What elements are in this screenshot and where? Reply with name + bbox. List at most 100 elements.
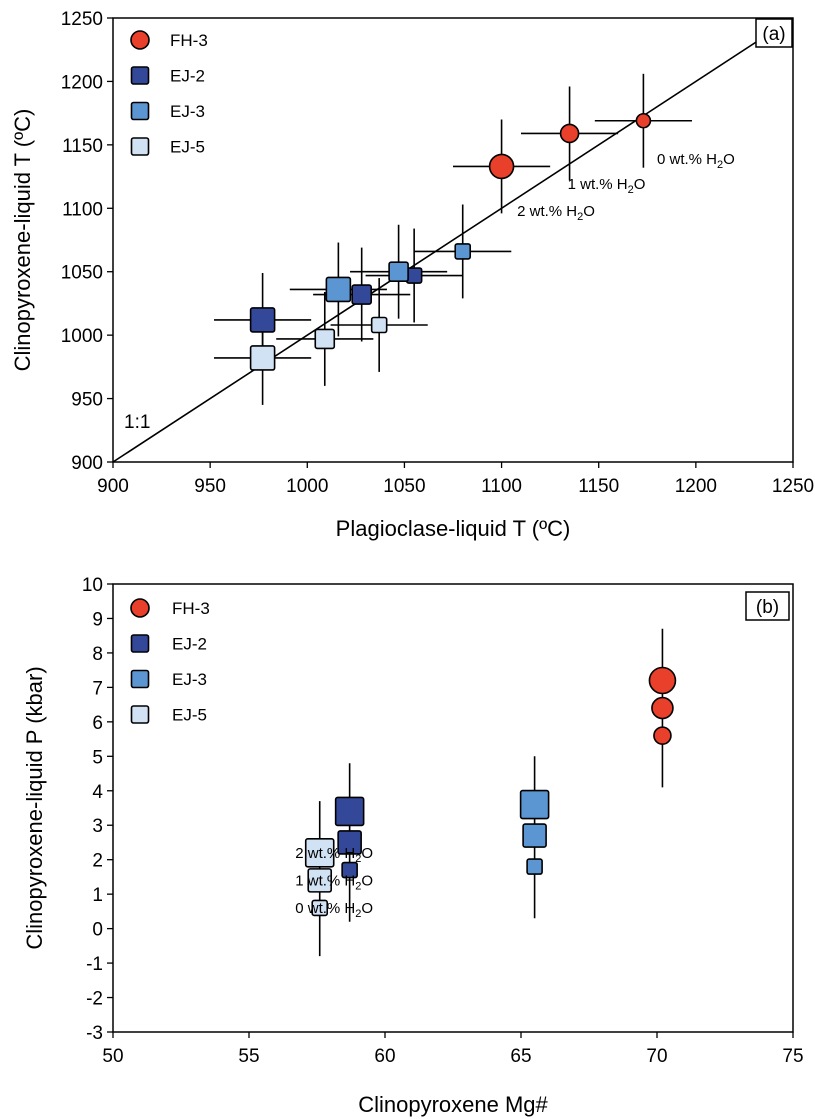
data-point-square [388,261,409,283]
annotation-tail: O [723,151,735,168]
x-tick-label: 1200 [675,476,717,497]
panel-b: 50 55 60 65 70 75 -3 -2 -1 0 1 2 3 4 5 6 7 8 9 10 Clinopyrox… [22,575,804,1117]
plot-frame [112,583,794,1033]
water-annotation: 0 wt.% H2O [657,151,735,171]
legend-marker [130,66,150,85]
y-axis-title: Clinopyroxene-liquid P (kbar) [22,666,47,949]
data-point-circle [488,153,515,180]
y-tick-label: 1050 [61,263,103,284]
legend-marker [130,705,150,724]
x-tick-label: 900 [97,476,129,497]
legend-label: FH-3 [172,599,210,618]
data-point-square [370,316,388,334]
annotation-subscript: 2 [628,184,634,196]
annotation-subscript: 2 [717,159,723,171]
panel-label: (b) [756,597,779,618]
data-point-square [337,830,362,855]
data-point-square [351,284,372,305]
data-point-circle [648,666,677,695]
y-tick-label: 1000 [61,326,103,347]
legend-marker [130,30,150,50]
legend-label: EJ-3 [172,670,207,689]
data-point-square [522,823,547,848]
y-tick-label: -2 [86,989,103,1010]
panel-a: 900 950 1000 1050 1100 1150 1200 1250 900 950 1000… [10,9,814,541]
legend-label: EJ-5 [172,706,207,725]
annotation-tail: O [361,872,373,889]
y-tick-label: 900 [71,453,103,474]
water-annotation: 0 wt.% H2O [295,900,373,920]
y-axis-title: Clinopyroxene-liquid T (ºC) [10,109,35,372]
water-annotation: 2 wt.% H2O [295,845,373,865]
legend-marker [130,137,150,156]
data-point-square [249,345,276,371]
data-point-square [307,868,333,893]
plot-frame [112,17,794,463]
annotation-text: 2 wt.% H [517,203,577,220]
legend-label: EJ-2 [170,67,205,86]
x-tick-label: 55 [238,1046,259,1067]
y-tick-label: 3 [92,816,103,837]
data-point-circle [559,123,580,144]
data-point-square [304,837,335,868]
water-annotation: 1 wt.% H2O [568,176,646,196]
x-tick-label: 60 [374,1046,395,1067]
x-tick-label: 1000 [286,476,328,497]
x-axis-title: Clinopyroxene Mg# [358,1092,548,1117]
x-tick-label: 1150 [578,476,619,497]
data-point-square [311,899,329,917]
y-tick-label: 7 [92,678,103,699]
y-tick-label: 5 [92,747,103,768]
legend-label: FH-3 [170,31,208,50]
y-tick-label: 950 [71,390,103,411]
data-point-square [249,307,276,333]
x-tick-label: 950 [194,476,226,497]
data-point-square [314,328,336,350]
annotation-text: 0 wt.% H [295,900,355,917]
data-point-square [325,276,352,303]
water-annotation: 1 wt.% H2O [295,872,373,892]
x-tick-label: 1050 [383,476,425,497]
x-tick-label: 70 [646,1046,667,1067]
y-tick-label: 4 [92,782,103,803]
annotation-text: 2 wt.% H [295,845,355,862]
y-tick-label: -3 [86,1023,103,1044]
data-point-square [454,243,472,260]
y-tick-label: 0 [92,920,103,941]
y-tick-label: 8 [92,644,103,665]
y-tick-label: 6 [92,713,103,734]
data-point-square [341,861,358,879]
y-tick-label: 2 [92,851,103,872]
y-tick-label: 1150 [62,136,103,157]
panel-label-box [745,591,790,621]
x-tick-label: 65 [510,1046,531,1067]
x-tick-label: 1250 [772,476,814,497]
annotation-tail: O [634,176,646,193]
data-point-square [519,789,550,820]
annotation-subscript: 2 [355,908,361,920]
data-point-square [334,796,365,827]
y-tick-label: 1100 [62,199,103,220]
data-point-circle [651,696,674,720]
data-point-square [526,858,543,875]
panel-label: (a) [762,24,785,45]
x-tick-label: 1100 [481,476,522,497]
annotation-tail: O [583,203,595,220]
annotation-text: 1 wt.% H [295,872,355,889]
data-point-circle [653,726,672,745]
y-tick-label: -1 [86,954,103,975]
panel-label-box [755,18,793,48]
y-tick-label: 1200 [61,72,103,93]
x-tick-label: 50 [102,1046,123,1067]
y-tick-label: 9 [92,609,103,630]
one-to-one-label: 1:1 [124,412,150,433]
data-point-circle [635,112,652,129]
legend-marker [130,634,150,653]
annotation-text: 0 wt.% H [657,151,717,168]
annotation-subscript: 2 [577,211,583,223]
one-to-one-line [112,17,794,463]
legend-label: EJ-2 [172,635,207,654]
annotation-tail: O [361,845,373,862]
legend-marker [130,101,150,121]
